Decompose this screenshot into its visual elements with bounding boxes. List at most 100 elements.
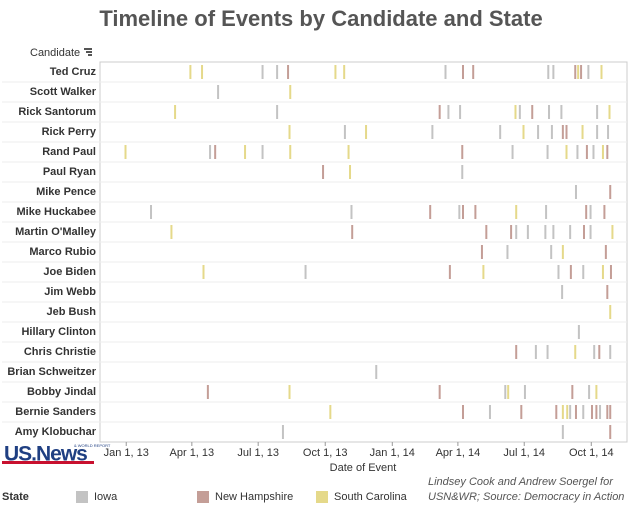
event-mark [472, 65, 475, 79]
event-mark [506, 245, 509, 259]
event-mark [574, 405, 577, 419]
event-mark [287, 65, 290, 79]
x-tick-label: Jan 1, 14 [370, 447, 415, 459]
event-mark [329, 405, 332, 419]
logo-subtext: & WORLD REPORT [74, 443, 111, 448]
logo-box [2, 444, 94, 464]
event-mark [349, 165, 352, 179]
event-mark [593, 345, 596, 359]
event-mark [550, 125, 553, 139]
event-mark [531, 105, 534, 119]
event-mark [548, 105, 551, 119]
event-mark [589, 205, 592, 219]
event-mark [350, 205, 353, 219]
event-mark [429, 205, 432, 219]
event-mark [545, 205, 548, 219]
event-mark [600, 65, 603, 79]
event-mark [343, 125, 346, 139]
event-mark [601, 265, 604, 279]
event-mark [569, 405, 572, 419]
event-mark [561, 405, 564, 419]
plot-area [99, 61, 628, 443]
event-mark [582, 405, 585, 419]
event-mark [607, 125, 610, 139]
event-mark [603, 205, 606, 219]
event-mark [288, 125, 291, 139]
event-mark [601, 145, 604, 159]
event-mark [577, 65, 580, 79]
event-mark [522, 125, 525, 139]
event-mark [523, 385, 526, 399]
event-mark [609, 405, 612, 419]
event-mark [585, 145, 588, 159]
chart-title: Timeline of Events by Candidate and Stat… [99, 6, 542, 31]
event-mark [606, 285, 609, 299]
event-mark [504, 385, 507, 399]
credit: Lindsey Cook and Andrew Soergel for USN&… [428, 476, 625, 503]
y-tick-label: Martin O'Malley [15, 226, 97, 238]
y-tick-label: Scott Walker [30, 86, 97, 98]
event-mark [560, 105, 563, 119]
event-mark [289, 85, 292, 99]
event-mark [482, 265, 485, 279]
y-tick-label: Paul Ryan [43, 166, 96, 178]
event-mark [520, 405, 523, 419]
event-mark [565, 145, 568, 159]
event-mark [281, 425, 284, 439]
y-tick-label: Jeb Bush [46, 306, 96, 318]
event-mark [261, 65, 264, 79]
event-mark [170, 225, 173, 239]
event-mark [276, 65, 279, 79]
event-mark [515, 225, 518, 239]
event-mark [534, 345, 537, 359]
event-mark [561, 125, 564, 139]
event-mark [217, 85, 220, 99]
y-tick-label: Mike Huckabee [17, 206, 96, 218]
event-mark [552, 225, 555, 239]
event-mark [561, 425, 564, 439]
y-tick-label: Ted Cruz [50, 66, 97, 78]
y-tick-label: Rick Santorum [18, 106, 96, 118]
x-tick-label: Jul 1, 14 [503, 447, 545, 459]
y-tick-label: Mike Pence [36, 186, 96, 198]
event-mark [595, 405, 598, 419]
x-tick-label: Apr 1, 14 [436, 447, 481, 459]
event-mark [438, 105, 441, 119]
x-tick-label: Jan 1, 13 [104, 447, 149, 459]
legend-swatch [197, 491, 209, 503]
event-mark [474, 205, 477, 219]
event-mark [334, 65, 337, 79]
event-mark [448, 265, 451, 279]
event-mark [546, 345, 549, 359]
event-mark [214, 145, 217, 159]
event-mark [461, 205, 464, 219]
x-tick-label: Oct 1, 13 [303, 447, 348, 459]
event-mark [201, 65, 204, 79]
event-mark [595, 385, 598, 399]
event-mark [459, 105, 462, 119]
event-mark [261, 145, 264, 159]
event-mark [604, 245, 607, 259]
y-tick-label: Amy Klobuchar [15, 426, 97, 438]
event-mark [514, 105, 517, 119]
event-mark [609, 305, 612, 319]
y-tick-label: Rand Paul [42, 146, 96, 158]
event-mark [288, 385, 291, 399]
y-tick-label: Bobby Jindal [27, 386, 96, 398]
sort-icon[interactable] [84, 48, 92, 56]
event-mark [124, 145, 127, 159]
event-mark [526, 225, 529, 239]
event-mark [577, 325, 580, 339]
event-mark [561, 285, 564, 299]
event-mark [596, 105, 599, 119]
y-tick-label: Jim Webb [44, 286, 96, 298]
event-mark [557, 265, 560, 279]
event-mark [488, 405, 491, 419]
event-mark [438, 385, 441, 399]
legend-swatch [316, 491, 328, 503]
event-mark [510, 225, 513, 239]
event-mark [599, 405, 602, 419]
event-mark [304, 265, 307, 279]
event-mark [588, 385, 591, 399]
